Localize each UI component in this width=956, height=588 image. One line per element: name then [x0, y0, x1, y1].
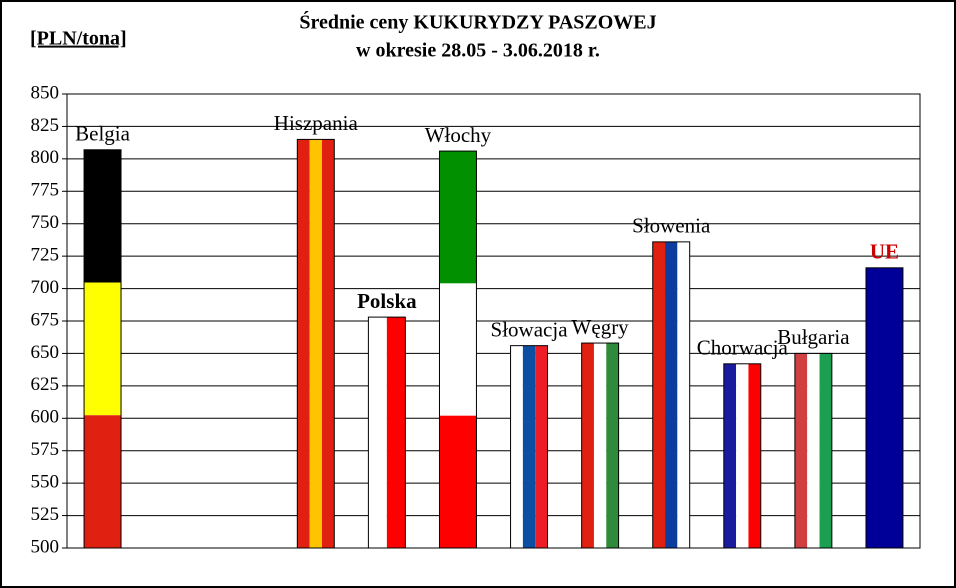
bar-stripe: [439, 415, 477, 548]
bar-stripe: [593, 343, 607, 548]
chart-title: Średnie ceny KUKURYDZY PASZOWEJ: [299, 10, 656, 34]
bar-outline: [581, 342, 620, 549]
category-label: Słowenia: [632, 214, 711, 238]
bar-outline: [865, 267, 904, 549]
bar-stripe: [368, 317, 387, 548]
y-tick-label: 725: [31, 245, 60, 266]
bar-outline: [652, 241, 691, 549]
category-label: Węgry: [572, 315, 630, 339]
bar-outline: [296, 138, 335, 549]
bar-stripe: [736, 363, 749, 548]
bar-stripe: [386, 317, 406, 548]
y-tick-label: 625: [31, 374, 60, 395]
bar-stripe: [535, 345, 548, 548]
y-tick-label: 575: [31, 439, 60, 460]
bar: [368, 317, 406, 548]
y-tick-label: 825: [31, 115, 60, 136]
bar-stripe: [309, 139, 322, 548]
bar-stripe: [665, 241, 678, 549]
y-tick-label: 550: [31, 472, 60, 493]
y-tick-label: 600: [31, 407, 60, 428]
bar: [794, 353, 832, 548]
y-tick-label: 675: [31, 309, 60, 330]
bar-stripe: [84, 149, 122, 283]
bar-stripe: [510, 345, 523, 548]
bar-outline: [367, 316, 406, 549]
bar-stripe: [652, 241, 666, 549]
bar: [297, 139, 335, 548]
y-tick-label: 525: [31, 504, 60, 525]
bar-stripe: [606, 343, 619, 548]
bar-stripe: [581, 343, 594, 548]
category-label: Hiszpania: [274, 111, 359, 135]
category-label: Belgia: [75, 122, 130, 146]
bar-stripe: [84, 282, 122, 416]
chart-subtitle: w okresie 28.05 - 3.06.2018 r.: [356, 40, 600, 62]
bar: [84, 149, 122, 548]
bar-stripe: [794, 353, 808, 548]
bar: [652, 241, 690, 549]
bar-stripe: [297, 139, 310, 548]
category-label: UE: [870, 240, 899, 264]
y-tick-label: 750: [31, 212, 60, 233]
category-label: Włochy: [425, 123, 492, 147]
bar-stripe: [748, 363, 761, 548]
bar-outline: [510, 345, 549, 549]
category-label: Bułgaria: [777, 325, 850, 349]
bar-stripe: [439, 283, 477, 416]
bar-stripe: [677, 241, 690, 549]
bar: [865, 267, 903, 548]
y-tick-label: 500: [31, 536, 60, 557]
bar-outline: [83, 149, 122, 549]
bar-stripe: [321, 139, 335, 548]
bar-outline: [794, 352, 833, 549]
bar-outline: [438, 150, 477, 549]
bar-stripe: [807, 353, 820, 548]
y-tick-label: 850: [31, 82, 60, 103]
bar-stripe: [723, 363, 737, 548]
bar-stripe: [865, 267, 903, 548]
bar: [723, 363, 761, 548]
bar: [581, 343, 619, 548]
y-tick-label: 800: [31, 147, 60, 168]
bar-outline: [723, 363, 762, 549]
bar: [510, 345, 548, 548]
y-tick-label: 650: [31, 342, 60, 363]
bar: [439, 151, 477, 548]
y-tick-label: 775: [31, 180, 60, 201]
category-label: Słowacja: [491, 317, 569, 341]
y-axis-label: [PLN/tona]: [30, 28, 127, 50]
bar-stripe: [819, 353, 832, 548]
category-label: Polska: [357, 289, 417, 313]
bar-stripe: [84, 415, 122, 548]
bar-stripe: [439, 151, 477, 284]
bar-stripe: [522, 345, 536, 548]
category-label: Chorwacja: [697, 336, 789, 360]
y-tick-label: 700: [31, 277, 60, 298]
